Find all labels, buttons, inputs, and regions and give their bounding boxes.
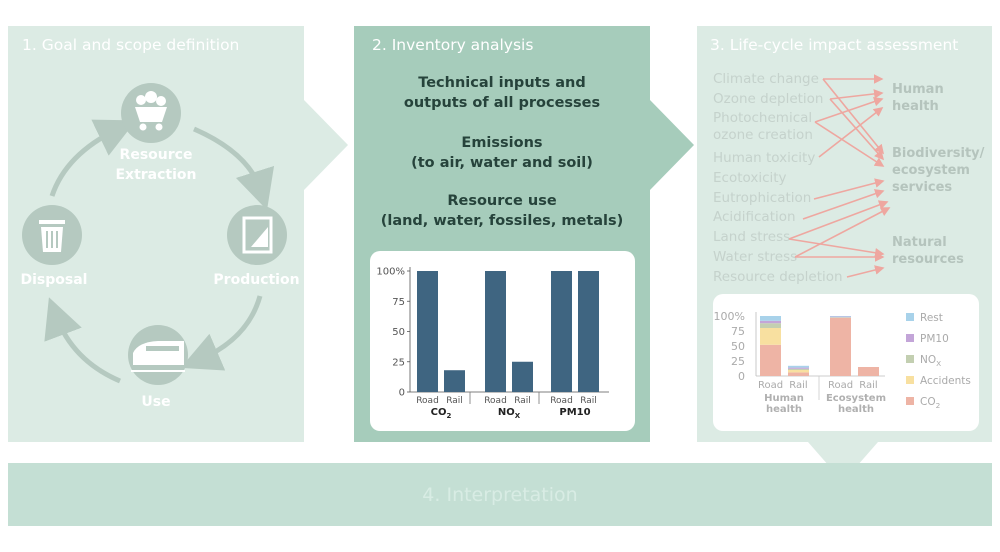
legend-label: CO2 [920, 396, 940, 410]
impact-resource-depletion: Resource depletion [713, 269, 843, 285]
emission-bar [417, 271, 438, 392]
group-label: CO2 [431, 407, 452, 420]
stack-segment [788, 367, 809, 369]
stage3-title: 3. Life-cycle impact assessment [710, 36, 959, 54]
emission-bar [444, 370, 465, 392]
stage1-title: 1. Goal and scope definition [22, 36, 240, 54]
trash-bin-icon [22, 205, 82, 265]
category-biodiversity: Biodiversity/ ecosystem services [892, 146, 985, 195]
x-tick-label: Rail [789, 380, 807, 391]
interpretation-band [8, 463, 992, 526]
flow-arrow-3 [808, 442, 878, 482]
inventory-item-technical: Technical inputs and outputs of all proc… [403, 75, 601, 111]
stage2-title: 2. Inventory analysis [372, 36, 534, 54]
impact-photochemical: Photochemical ozone creation [713, 110, 813, 143]
emission-bar [512, 361, 533, 392]
x-tick-label: Rail [446, 396, 463, 406]
impact-mapping-arrows [788, 74, 891, 278]
impact-ozone-depletion: Ozone depletion [713, 91, 824, 107]
impact-land-stress: Land stress [713, 229, 791, 245]
flow-arrow-1 [304, 100, 348, 190]
stack-segment [830, 316, 851, 317]
stack-segment [760, 328, 781, 345]
inventory-item-emissions: Emissions (to air, water and soil) [411, 135, 593, 171]
inventory-item-resource-use: Resource use (land, water, fossiles, met… [380, 193, 624, 229]
legend-swatch [906, 376, 914, 384]
x-tick-label: Road [550, 396, 573, 406]
stack-segment [830, 316, 851, 318]
impact-acidification: Acidification [713, 209, 796, 225]
impact-chart-card: 0 25 50 75 100% Road Rail Road Rail Human health Ec… [713, 294, 979, 431]
train-icon [128, 325, 188, 385]
y-tick-label: 25 [392, 357, 405, 368]
x-tick-label: Road [416, 396, 439, 406]
category-natural-resources: Natural resources [892, 235, 964, 267]
impact-human-toxicity: Human toxicity [713, 150, 816, 166]
x-tick-label: Rail [580, 396, 597, 406]
stack-segment [760, 316, 781, 321]
stack-segment [760, 320, 781, 324]
stack-segment [858, 367, 879, 376]
emissions-chart-card: 0 25 50 75 100% Road Rail Road Rail Road Rail CO2 NO… [370, 251, 635, 431]
use-label: Use [141, 394, 171, 410]
stack-segment [788, 365, 809, 368]
production-label: Production [213, 272, 300, 288]
legend-label: Rest [920, 312, 943, 324]
resource-extraction-label: Resource Extraction [115, 147, 197, 183]
group-label: Human [764, 393, 804, 404]
impact-ecotoxicity: Ecotoxicity [713, 170, 787, 186]
category-human-health: Human health [892, 82, 944, 114]
x-tick-label: Rail [514, 396, 531, 406]
y-tick-label: 100% [714, 310, 745, 323]
group-label: Ecosystem [826, 393, 886, 404]
lifecycle-cycle-arrows [44, 119, 275, 384]
stack-segment [760, 344, 781, 376]
x-tick-label: Road [758, 380, 783, 391]
legend-label: NOX [920, 354, 941, 368]
stack-segment [830, 317, 851, 318]
stack-segment [788, 368, 809, 370]
legend-label: PM10 [920, 333, 949, 345]
disposal-label: Disposal [20, 272, 88, 288]
emission-bar [551, 271, 572, 392]
y-tick-label: 100% [376, 267, 405, 278]
x-tick-label: Road [484, 396, 507, 406]
mine-cart-icon [121, 83, 181, 143]
impact-eutrophication: Eutrophication [713, 190, 812, 206]
legend-swatch [906, 313, 914, 321]
stack-segment [760, 323, 781, 328]
y-tick-label: 50 [731, 340, 745, 353]
stack-segment [830, 317, 851, 376]
group-label: health [766, 404, 802, 415]
stage4-title: 4. Interpretation [422, 484, 578, 506]
group-label: health [838, 404, 874, 415]
x-tick-label: Rail [859, 380, 877, 391]
flow-arrow-2 [650, 100, 694, 190]
x-tick-label: Road [828, 380, 853, 391]
impact-water-stress: Water stress [713, 249, 798, 265]
y-tick-label: 0 [738, 370, 745, 383]
group-label: NOX [498, 407, 521, 420]
emission-bar [485, 271, 506, 392]
y-tick-label: 75 [731, 325, 745, 338]
legend-swatch [906, 355, 914, 363]
y-tick-label: 50 [392, 327, 405, 338]
emission-bar [578, 271, 599, 392]
legend-label: Accidents [920, 375, 971, 387]
production-document-icon [227, 205, 287, 265]
y-tick-label: 0 [399, 388, 405, 399]
y-tick-label: 75 [392, 297, 405, 308]
y-tick-label: 25 [731, 355, 745, 368]
stack-segment [788, 370, 809, 373]
legend-swatch [906, 334, 914, 342]
group-label: PM10 [559, 407, 590, 418]
stack-segment [788, 372, 809, 376]
legend-swatch [906, 397, 914, 405]
impact-climate-change: Climate change [713, 71, 819, 87]
